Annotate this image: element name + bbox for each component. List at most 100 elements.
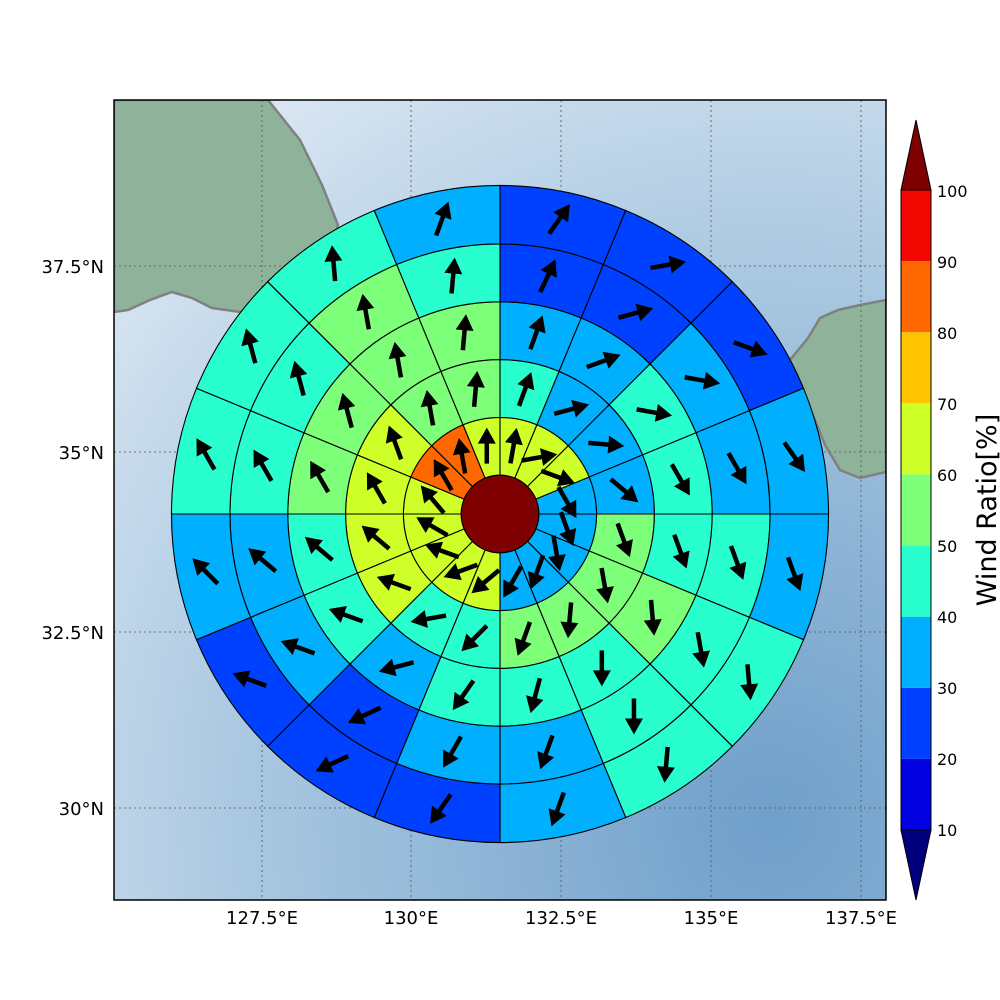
wind-arrow-head [461,633,480,652]
wind-arrow [526,677,544,714]
wind-arrow [452,438,471,474]
wind-arrow-shaft [551,535,560,560]
wind-arrow-head [444,257,463,275]
wind-arrow-head [643,619,662,636]
wind-arrow-head [615,539,633,558]
wind-arrow [538,259,557,293]
wind-arrow [310,460,331,494]
colorbar-bottom-extend [900,829,932,901]
wind-arrow-head [304,536,323,555]
wind-arrow-head [596,586,614,604]
wind-arrow [248,548,278,574]
wind-arrow-head [248,548,267,566]
wind-arrow-head [503,579,519,598]
wind-arrow [424,541,460,560]
wind-arrow [609,477,639,503]
wind-arrow-head [356,293,375,312]
wind-arrow [728,545,747,580]
colorbar: 10 20 30 40 50 60 70 80 90 100 Wind Rati… [900,119,1000,901]
lat-tick-label: 32.5°N [41,623,104,644]
wind-arrow-head [324,245,343,262]
wind-arrow [347,705,382,725]
wind-arrow [558,511,577,546]
wind-arrow-head [528,315,546,334]
colorbar-tick-label: 30 [937,679,957,698]
wind-arrow-head [361,525,380,543]
wind-arrow-head [388,341,407,360]
map-frame [113,99,887,901]
wind-arrow [192,558,220,586]
wind-arrow-head [749,340,768,358]
wind-arrow-head [560,621,579,639]
wind-arrow-head [548,808,566,827]
colorbar-segment [901,616,931,688]
wind-arrow-head [620,485,639,503]
wind-arrow [656,746,675,783]
wind-arrow-head [654,403,673,422]
wind-arrow-head [786,573,804,592]
wind-arrow-head [232,670,251,688]
wind-arrow [514,621,533,656]
wind-arrow [548,791,566,827]
wind-arrow [596,567,614,604]
wind-arrow [430,793,453,824]
wind-arrow [586,351,621,370]
wind-arrow [643,599,662,636]
lon-tick-label: 135°E [684,908,739,929]
colorbar-tick-label: 80 [937,324,957,343]
wind-arrow [385,425,404,461]
wind-arrow [556,485,577,519]
wind-arrow-head [315,756,334,773]
wind-arrow [337,392,356,429]
wind-arrow [684,371,721,390]
lon-tick-label: 127.5°E [226,908,298,929]
wind-arrow [672,533,690,569]
wind-arrow-shaft [339,610,364,624]
wind-arrow-head [571,399,590,418]
wind-arrow-shaft [684,375,709,384]
wind-arrow [782,441,805,472]
wind-arrow [444,257,463,294]
wind-arrow [241,328,259,364]
wind-arrow [433,459,454,492]
wind-arrow-head [420,485,438,504]
colorbar-segment [901,190,931,262]
wind-arrow [588,435,625,454]
colorbar-tick-label: 100 [937,182,968,201]
wind-arrow-shaft [387,578,412,592]
colorbar-segment [901,403,931,475]
wind-arrow [196,438,217,471]
wind-arrow-head [517,372,535,391]
wind-arrow [477,427,496,464]
wind-arrow-shaft [330,256,338,282]
wind-arrow [461,624,489,652]
lat-tick-label: 30°N [59,799,104,820]
center-cell [460,474,540,554]
wind-arrow-shaft [636,407,661,416]
wind-arrow [537,734,555,770]
wind-arrow [280,638,316,656]
wind-ratio-sector [373,184,501,266]
wind-arrow-head [526,695,544,714]
lat-tick-label: 35°N [59,443,104,464]
wind-arrow-shaft [528,325,541,351]
wind-arrow-shaft [435,546,460,560]
colorbar-segment [901,758,931,830]
wind-arrow [726,451,747,485]
colorbar-segment [901,545,931,617]
wind-arrow-shaft [609,477,631,497]
wind-arrow-head [241,328,259,347]
wind-arrow-head [740,683,759,701]
colorbar-tick-label: 50 [937,537,957,556]
colorbar-tick-label: 90 [937,253,957,272]
wind-arrow-head [702,371,721,390]
wind-arrow [527,554,546,590]
lon-tick-label: 137.5°E [825,908,897,929]
wind-arrow-head [385,425,403,444]
colorbar-segment [901,687,931,759]
wind-arrow-shaft [599,567,608,592]
wind-arrow-head [328,606,347,623]
wind-arrow-head [443,563,462,581]
wind-arrow [452,679,476,711]
colorbar-tick-label: 40 [937,608,957,627]
